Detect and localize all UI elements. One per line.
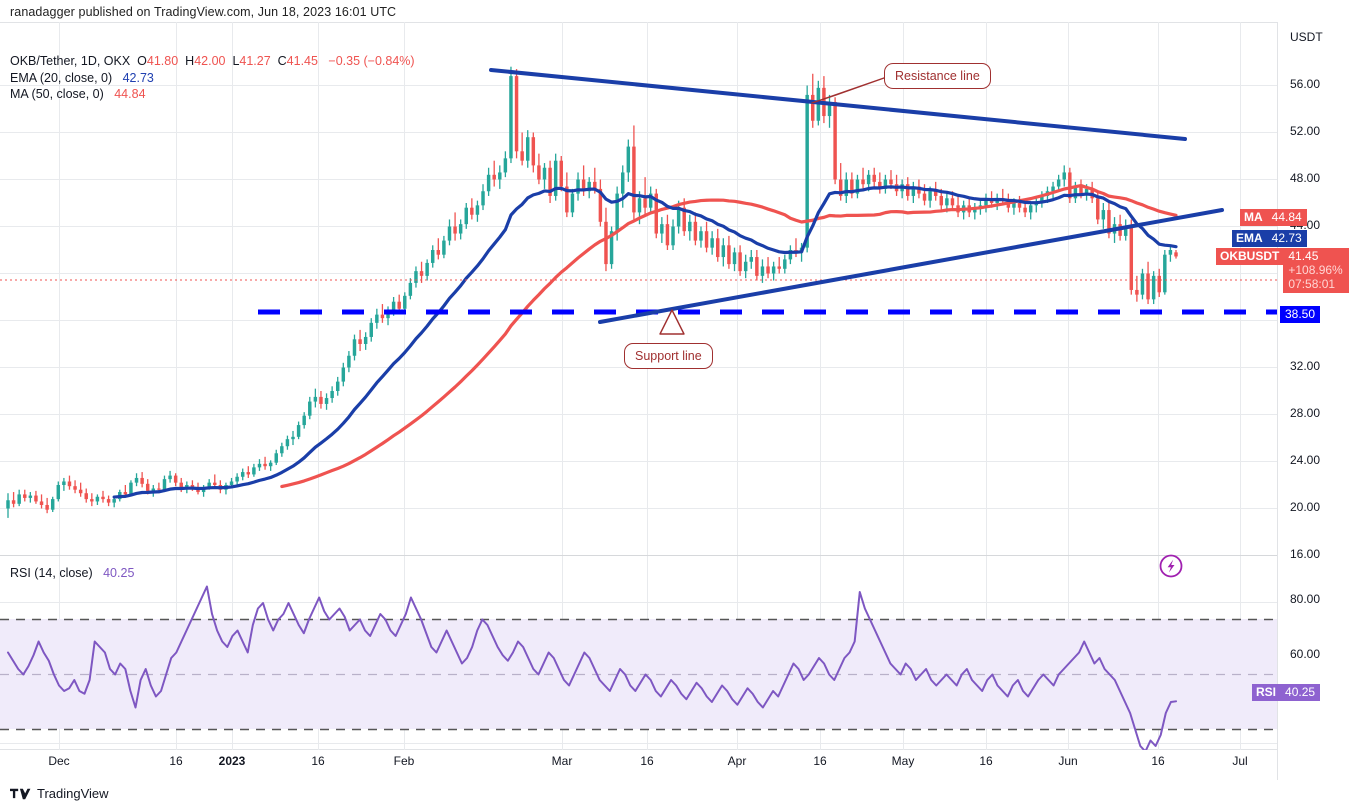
legend-low-key: L xyxy=(232,54,240,68)
axis-unit-label: USDT xyxy=(1290,30,1323,44)
legend-ma-value: 44.84 xyxy=(114,87,146,101)
lightning-bolt-icon[interactable] xyxy=(1159,554,1183,578)
rsi-axis-tick-80: 80.00 xyxy=(1290,592,1321,606)
time-axis-separator xyxy=(1277,750,1278,780)
support-level-tag-value: 38.50 xyxy=(1280,306,1321,323)
time-axis-label-12: 16 xyxy=(1151,754,1165,768)
axis-tick-48: 48.00 xyxy=(1290,171,1321,185)
time-axis-label-0: Dec xyxy=(48,754,70,768)
resistance-line-callout[interactable]: Resistance line xyxy=(884,63,991,89)
ema-price-tag[interactable]: EMA 42.73 xyxy=(1232,230,1307,247)
support-callout-pointer xyxy=(659,309,685,335)
ma-tag-value: 44.84 xyxy=(1266,209,1307,226)
legend-low-value: 41.27 xyxy=(239,54,271,68)
chart-svg xyxy=(0,22,1277,750)
ema-tag-key: EMA xyxy=(1232,230,1267,247)
last-price-tag-value: 41.45 xyxy=(1288,249,1319,263)
legend-row-ma: MA (50, close, 0) 44.84 xyxy=(10,86,415,103)
rsi-axis-tick-60: 60.00 xyxy=(1290,647,1321,661)
rsi-legend: RSI (14, close) 40.25 xyxy=(10,565,134,581)
rsi-tag-value: 40.25 xyxy=(1280,684,1321,701)
legend-row-symbol: OKB/Tether, 1D, OKX O41.80 H42.00 L41.27… xyxy=(10,53,415,70)
time-axis-label-5: Mar xyxy=(551,754,573,768)
time-axis-label-10: 16 xyxy=(979,754,993,768)
legend-change: −0.35 (−0.84%) xyxy=(328,54,415,68)
candlestick-series xyxy=(6,66,1178,518)
legend-high-value: 42.00 xyxy=(194,54,226,68)
time-axis-label-2: 2023 xyxy=(218,754,246,768)
time-axis-label-7: Apr xyxy=(727,754,747,768)
legend-close-key: C xyxy=(277,54,287,68)
time-axis-label-3: 16 xyxy=(311,754,325,768)
axis-tick-56: 56.00 xyxy=(1290,77,1321,91)
legend-open-key: O xyxy=(137,54,147,68)
time-axis-label-13: Jul xyxy=(1232,754,1248,768)
last-price-tag-change: +108.96% xyxy=(1288,263,1343,277)
legend-ma-label: MA (50, close, 0) xyxy=(10,87,104,101)
last-price-tag-countdown: 07:58:01 xyxy=(1288,277,1336,291)
axis-tick-16: 16.00 xyxy=(1290,547,1321,561)
time-axis-label-4: Feb xyxy=(393,754,415,768)
footer-branding: TradingView xyxy=(10,786,109,801)
time-axis-label-11: Jun xyxy=(1058,754,1078,768)
rsi-band-fill xyxy=(0,619,1277,729)
resistance-trend-line[interactable] xyxy=(489,68,1187,141)
tradingview-brand-label: TradingView xyxy=(37,786,109,801)
time-axis-label-6: 16 xyxy=(640,754,654,768)
last-price-tag[interactable]: OKBUSDT 41.45 +108.96% 07:58:01 xyxy=(1216,248,1349,293)
ma-price-tag[interactable]: MA 44.84 xyxy=(1240,209,1307,226)
legend-symbol: OKB/Tether, 1D, OKX xyxy=(10,54,131,68)
rsi-legend-label: RSI (14, close) xyxy=(10,566,93,580)
main-legend: OKB/Tether, 1D, OKX O41.80 H42.00 L41.27… xyxy=(10,53,415,103)
legend-ema-value: 42.73 xyxy=(122,70,154,85)
price-axis[interactable]: USDT 56.00 52.00 48.00 44.00 40.00 36.00… xyxy=(1216,22,1355,750)
axis-tick-28: 28.00 xyxy=(1290,406,1321,420)
last-price-tag-symbol: OKBUSDT xyxy=(1216,248,1284,265)
chart-frame xyxy=(0,22,1355,750)
legend-ema-label: EMA (20, close, 0) xyxy=(10,70,113,85)
support-line-callout[interactable]: Support line xyxy=(624,343,713,369)
time-axis-label-8: 16 xyxy=(813,754,827,768)
time-axis[interactable]: Dec 16 2023 16 Feb Mar 16 Apr 16 May 16 Jun 16 Jul xyxy=(0,750,1355,780)
rsi-panel xyxy=(0,585,1277,750)
axis-tick-20: 20.00 xyxy=(1290,500,1321,514)
ema20-line xyxy=(112,185,1178,499)
attribution-text: ranadagger published on TradingView.com,… xyxy=(10,5,397,19)
support-trend-line[interactable] xyxy=(598,208,1224,324)
support-level-tag[interactable]: 38.50 xyxy=(1280,306,1321,323)
rsi-legend-value: 40.25 xyxy=(103,566,135,580)
chart-plot-area[interactable]: OKB/Tether, 1D, OKX O41.80 H42.00 L41.27… xyxy=(0,22,1277,750)
rsi-line xyxy=(7,585,1177,750)
legend-open-value: 41.80 xyxy=(146,54,179,68)
axis-tick-32: 32.00 xyxy=(1290,359,1321,373)
resistance-callout-pointer xyxy=(811,77,885,104)
ma50-line xyxy=(280,183,1178,489)
price-panel xyxy=(0,66,1277,518)
tradingview-logo-icon xyxy=(10,788,31,799)
rsi-value-tag[interactable]: RSI 40.25 xyxy=(1252,684,1321,701)
ma-tag-key: MA xyxy=(1240,209,1267,226)
axis-tick-52: 52.00 xyxy=(1290,124,1321,138)
legend-row-ema: EMA (20, close, 0) 42.73 xyxy=(10,70,415,87)
ema-tag-value: 42.73 xyxy=(1266,230,1307,247)
axis-tick-24: 24.00 xyxy=(1290,453,1321,467)
rsi-tag-key: RSI xyxy=(1252,684,1281,701)
time-axis-label-9: May xyxy=(891,754,915,768)
legend-close-value: 41.45 xyxy=(286,54,318,68)
legend-high-key: H xyxy=(185,54,195,68)
time-axis-label-1: 16 xyxy=(169,754,183,768)
